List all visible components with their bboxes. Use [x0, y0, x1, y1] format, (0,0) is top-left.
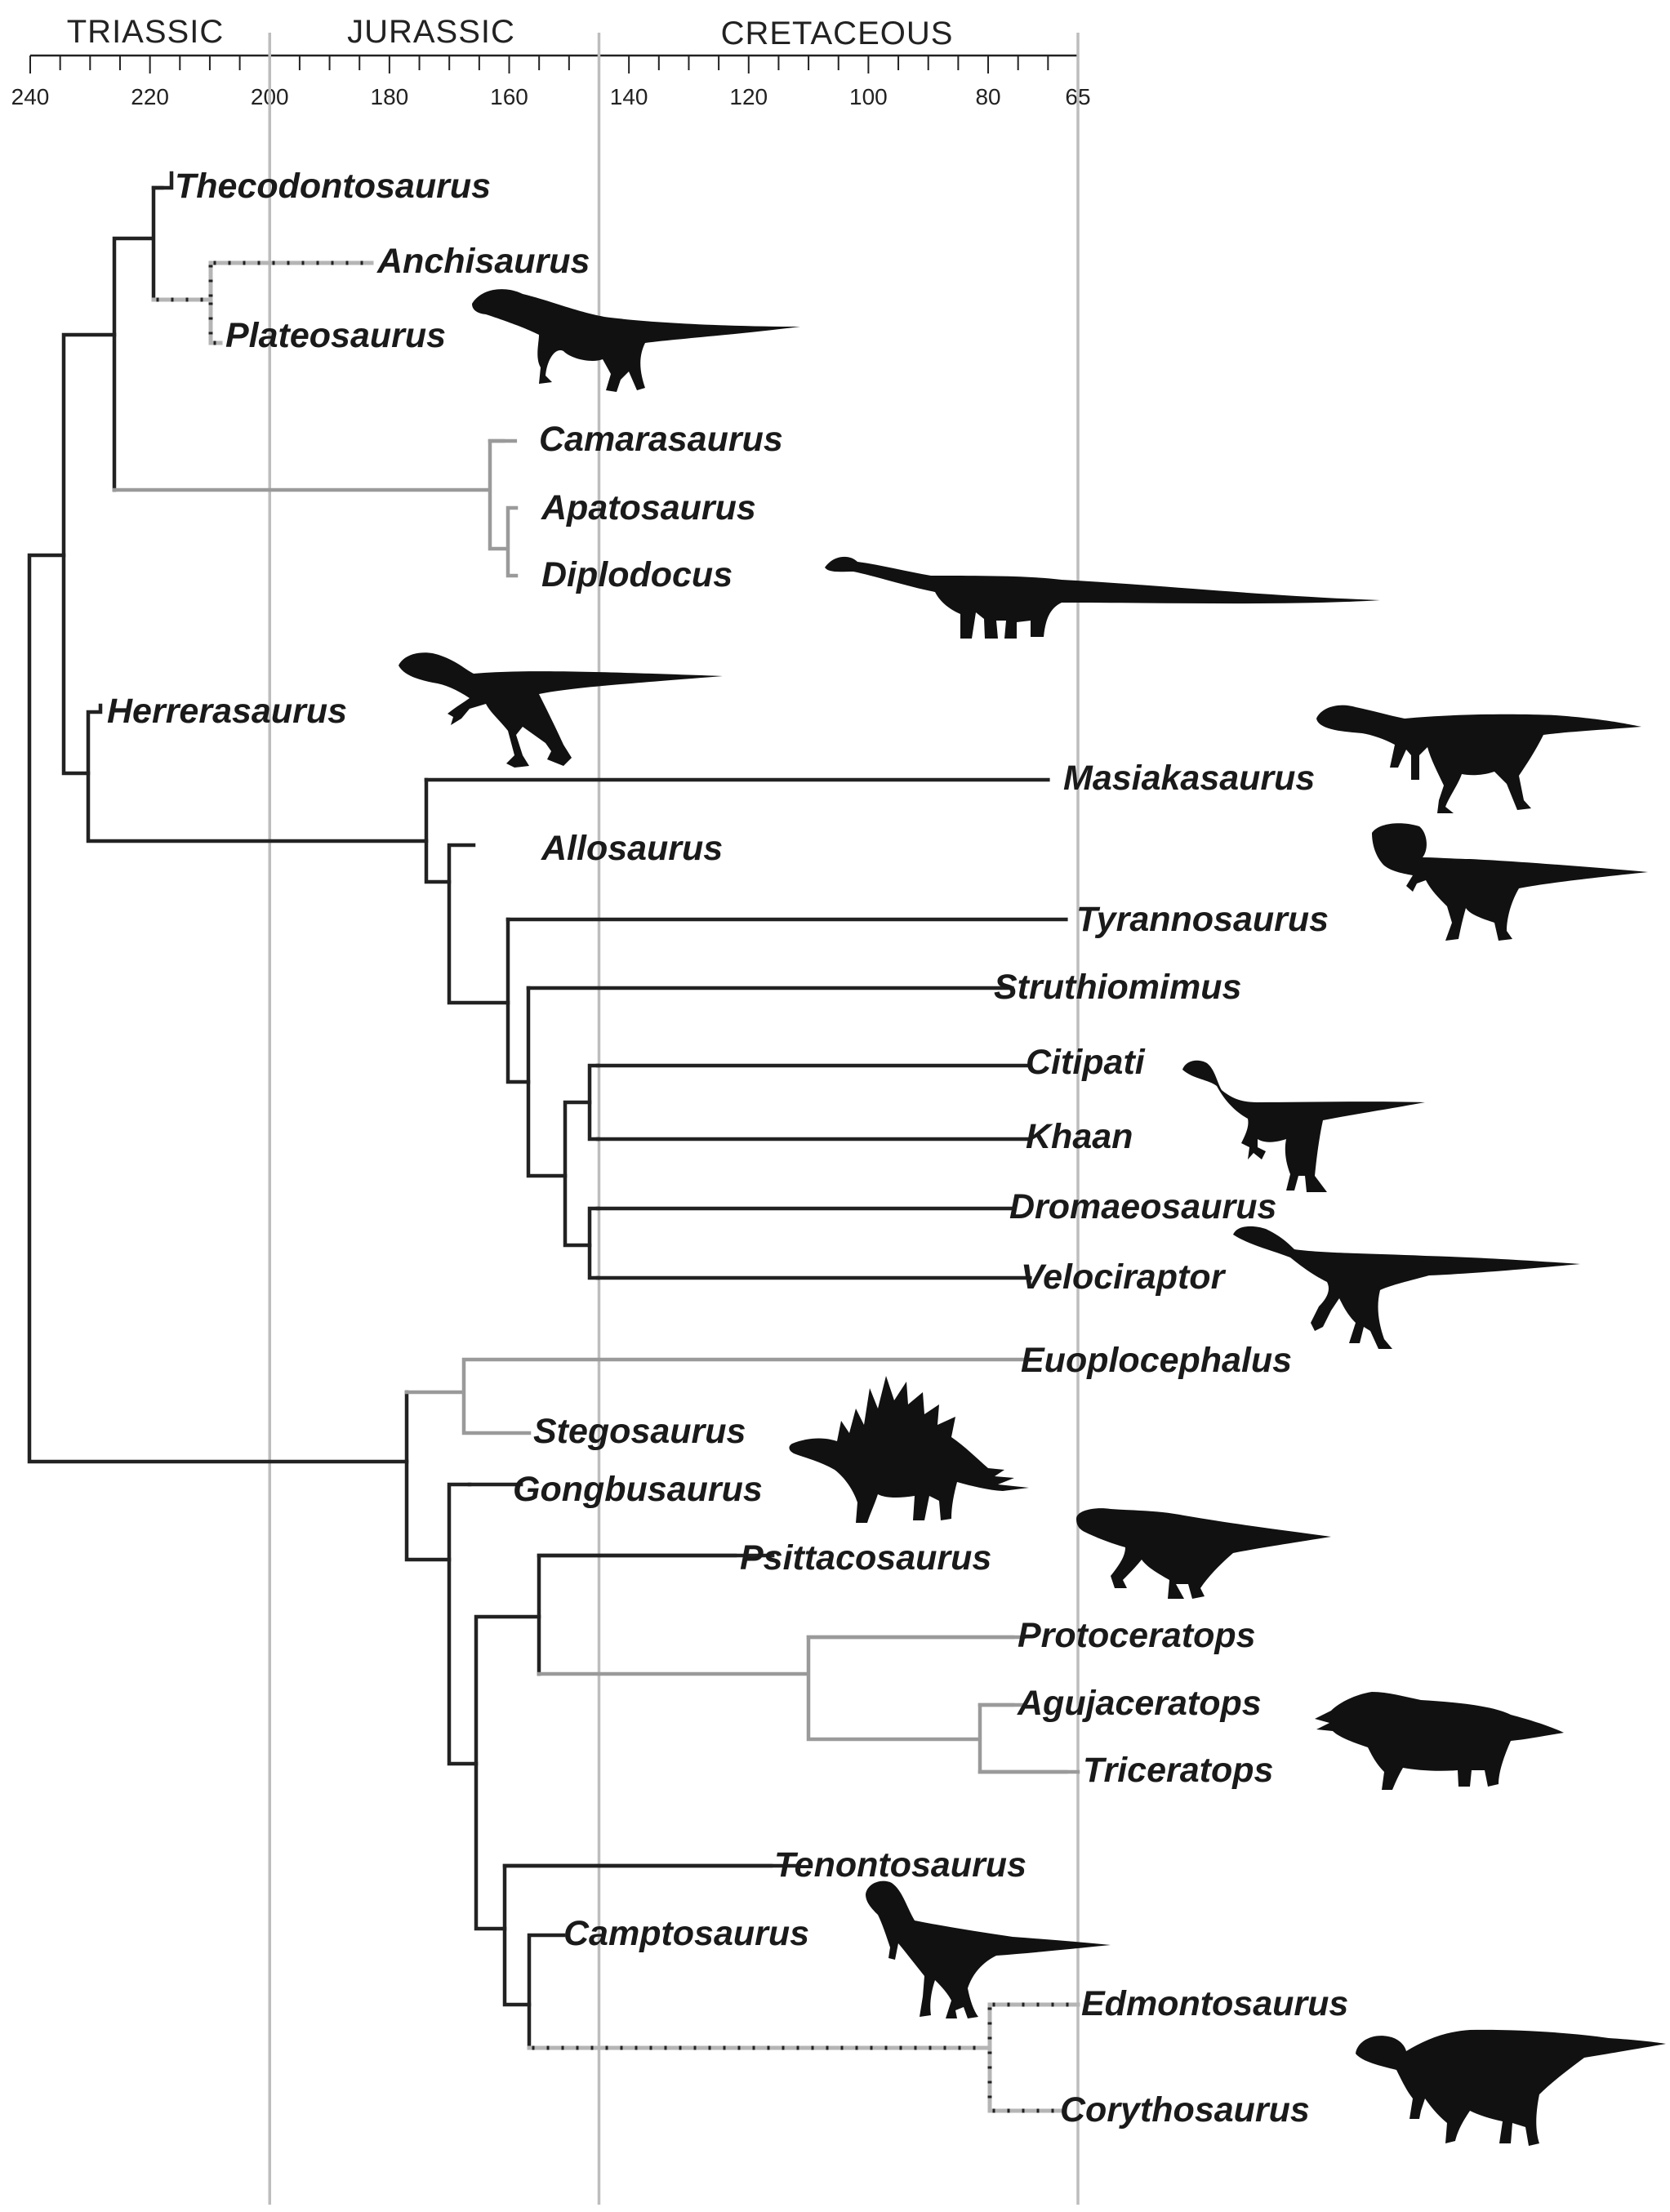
- taxon-label-masiakasaurus: Masiakasaurus: [1063, 759, 1315, 798]
- taxon-label-khaan: Khaan: [1026, 1117, 1133, 1156]
- period-label-jurassic: JURASSIC: [347, 14, 515, 50]
- taxon-label-struthiomimus: Struthiomimus: [994, 968, 1241, 1007]
- period-label-cretaceous: CRETACEOUS: [721, 16, 954, 51]
- neotheropoda-node: [424, 777, 452, 884]
- period-label-triassic: TRIASSIC: [67, 14, 224, 50]
- taxon-label-edmontosaurus: Edmontosaurus: [1081, 1984, 1348, 2023]
- saurischia-branch: [61, 332, 117, 776]
- dromaeosauridae-node: [587, 1206, 600, 1280]
- oviraptorosauria-node: [587, 1063, 600, 1142]
- taxon-label-stegosaurus: Stegosaurus: [533, 1412, 746, 1451]
- timescale-minor-ticks: [29, 56, 1079, 73]
- taxon-label-protoceratops: Protoceratops: [1018, 1616, 1256, 1655]
- maniraptora-node: [563, 1100, 592, 1248]
- root-stem: [27, 553, 409, 1464]
- sauropodomorpha-stem: [112, 171, 174, 492]
- herrerasaurus-silhouette: [399, 652, 723, 768]
- taxon-label-allosaurus: Allosaurus: [541, 829, 723, 868]
- timescale-tick-label: 240: [11, 84, 50, 109]
- taxon-labels: Thecodontosaurus Anchisaurus Plateosauru…: [107, 167, 1348, 2130]
- thyreophora-node: [404, 1357, 1027, 1435]
- coelurosauria-node: [505, 917, 531, 1084]
- dashed-branches: [151, 260, 1080, 2113]
- hadrosaur-branch-dark: [527, 2002, 1080, 2113]
- anchisaur-branch-light: [151, 260, 374, 345]
- phylogenetic-tree: [27, 171, 1080, 2113]
- neornithischia-node: [447, 1482, 479, 1766]
- taxon-label-apatosaurus: Apatosaurus: [541, 488, 756, 527]
- hadrosaur-branch-light: [527, 2002, 1080, 2113]
- timescale-tick-label: 160: [490, 84, 528, 109]
- taxon-label-velociraptor: Velociraptor: [1021, 1257, 1227, 1297]
- taxon-label-thecodontosaurus: Thecodontosaurus: [175, 167, 491, 206]
- taxon-label-tenontosaurus: Tenontosaurus: [774, 1845, 1026, 1885]
- taxon-label-camarasaurus: Camarasaurus: [539, 420, 783, 459]
- hadrosaur-silhouette: [1356, 2029, 1666, 2146]
- taxon-label-anchisaurus: Anchisaurus: [376, 242, 590, 281]
- oviraptorosaur-silhouette: [1182, 1060, 1425, 1192]
- timescale-tick-label: 180: [371, 84, 409, 109]
- iguanodontia-node: [527, 1933, 566, 2050]
- taxon-label-plateosaurus: Plateosaurus: [225, 316, 446, 355]
- taxon-label-tyrannosaurus: Tyrannosaurus: [1076, 900, 1329, 939]
- timescale-tick-label: 100: [849, 84, 888, 109]
- taxon-label-camptosaurus: Camptosaurus: [563, 1914, 809, 1953]
- dromaeosaur-silhouette: [1233, 1226, 1580, 1349]
- abelisaur-silhouette: [1316, 705, 1641, 813]
- taxon-label-herrerasaurus: Herrerasaurus: [107, 692, 347, 731]
- ornithischia-node: [404, 1390, 452, 1562]
- taxon-label-gongbusaurus: Gongbusaurus: [513, 1470, 763, 1509]
- taxon-label-agujaceratops: Agujaceratops: [1017, 1684, 1262, 1723]
- timescale-tick-label: 120: [729, 84, 768, 109]
- sauropod-silhouette: [825, 556, 1380, 639]
- timescale-tick-label: 80: [975, 84, 1000, 109]
- cerapoda-node: [474, 1614, 541, 1931]
- psittacosaurus-silhouette: [1076, 1508, 1331, 1599]
- timescale-tick-labels: 240 220 200 180 160 140 120 100 80 65: [11, 84, 1091, 109]
- taxon-label-diplodocus: Diplodocus: [541, 555, 733, 594]
- taxon-label-psittacosaurus: Psittacosaurus: [740, 1538, 991, 1578]
- timescale-tick-label: 220: [131, 84, 169, 109]
- plateosaurus-silhouette: [472, 289, 800, 392]
- taxon-label-triceratops: Triceratops: [1083, 1751, 1273, 1790]
- taxon-label-dromaeosaurus: Dromaeosaurus: [1009, 1187, 1276, 1226]
- taxon-label-corythosaurus: Corythosaurus: [1060, 2090, 1310, 2130]
- theropoda-branch: [86, 703, 429, 843]
- timescale: TRIASSIC JURASSIC CRETACEOUS 240 220 200 18…: [11, 14, 1091, 109]
- timescale-tick-label: 140: [610, 84, 648, 109]
- stegosaurus-silhouette: [789, 1376, 1029, 1523]
- dinosaur-silhouettes: [399, 289, 1666, 2146]
- ceratopsid-silhouette: [1315, 1692, 1564, 1790]
- maniraptoriformes-node: [526, 986, 568, 1178]
- taxon-tip-branches: [151, 185, 1068, 1868]
- taxon-label-euoplocephalus: Euoplocephalus: [1021, 1341, 1292, 1380]
- tyrannosaur-silhouette: [1372, 823, 1648, 941]
- camptosaurus-silhouette: [866, 1880, 1111, 2018]
- taxon-label-citipati: Citipati: [1026, 1043, 1146, 1082]
- period-boundary-lines: [268, 33, 1080, 2205]
- tetanurae-node: [447, 843, 510, 1005]
- ceratopsia-node: [537, 1553, 737, 1676]
- sauropoda-branch: [112, 438, 519, 578]
